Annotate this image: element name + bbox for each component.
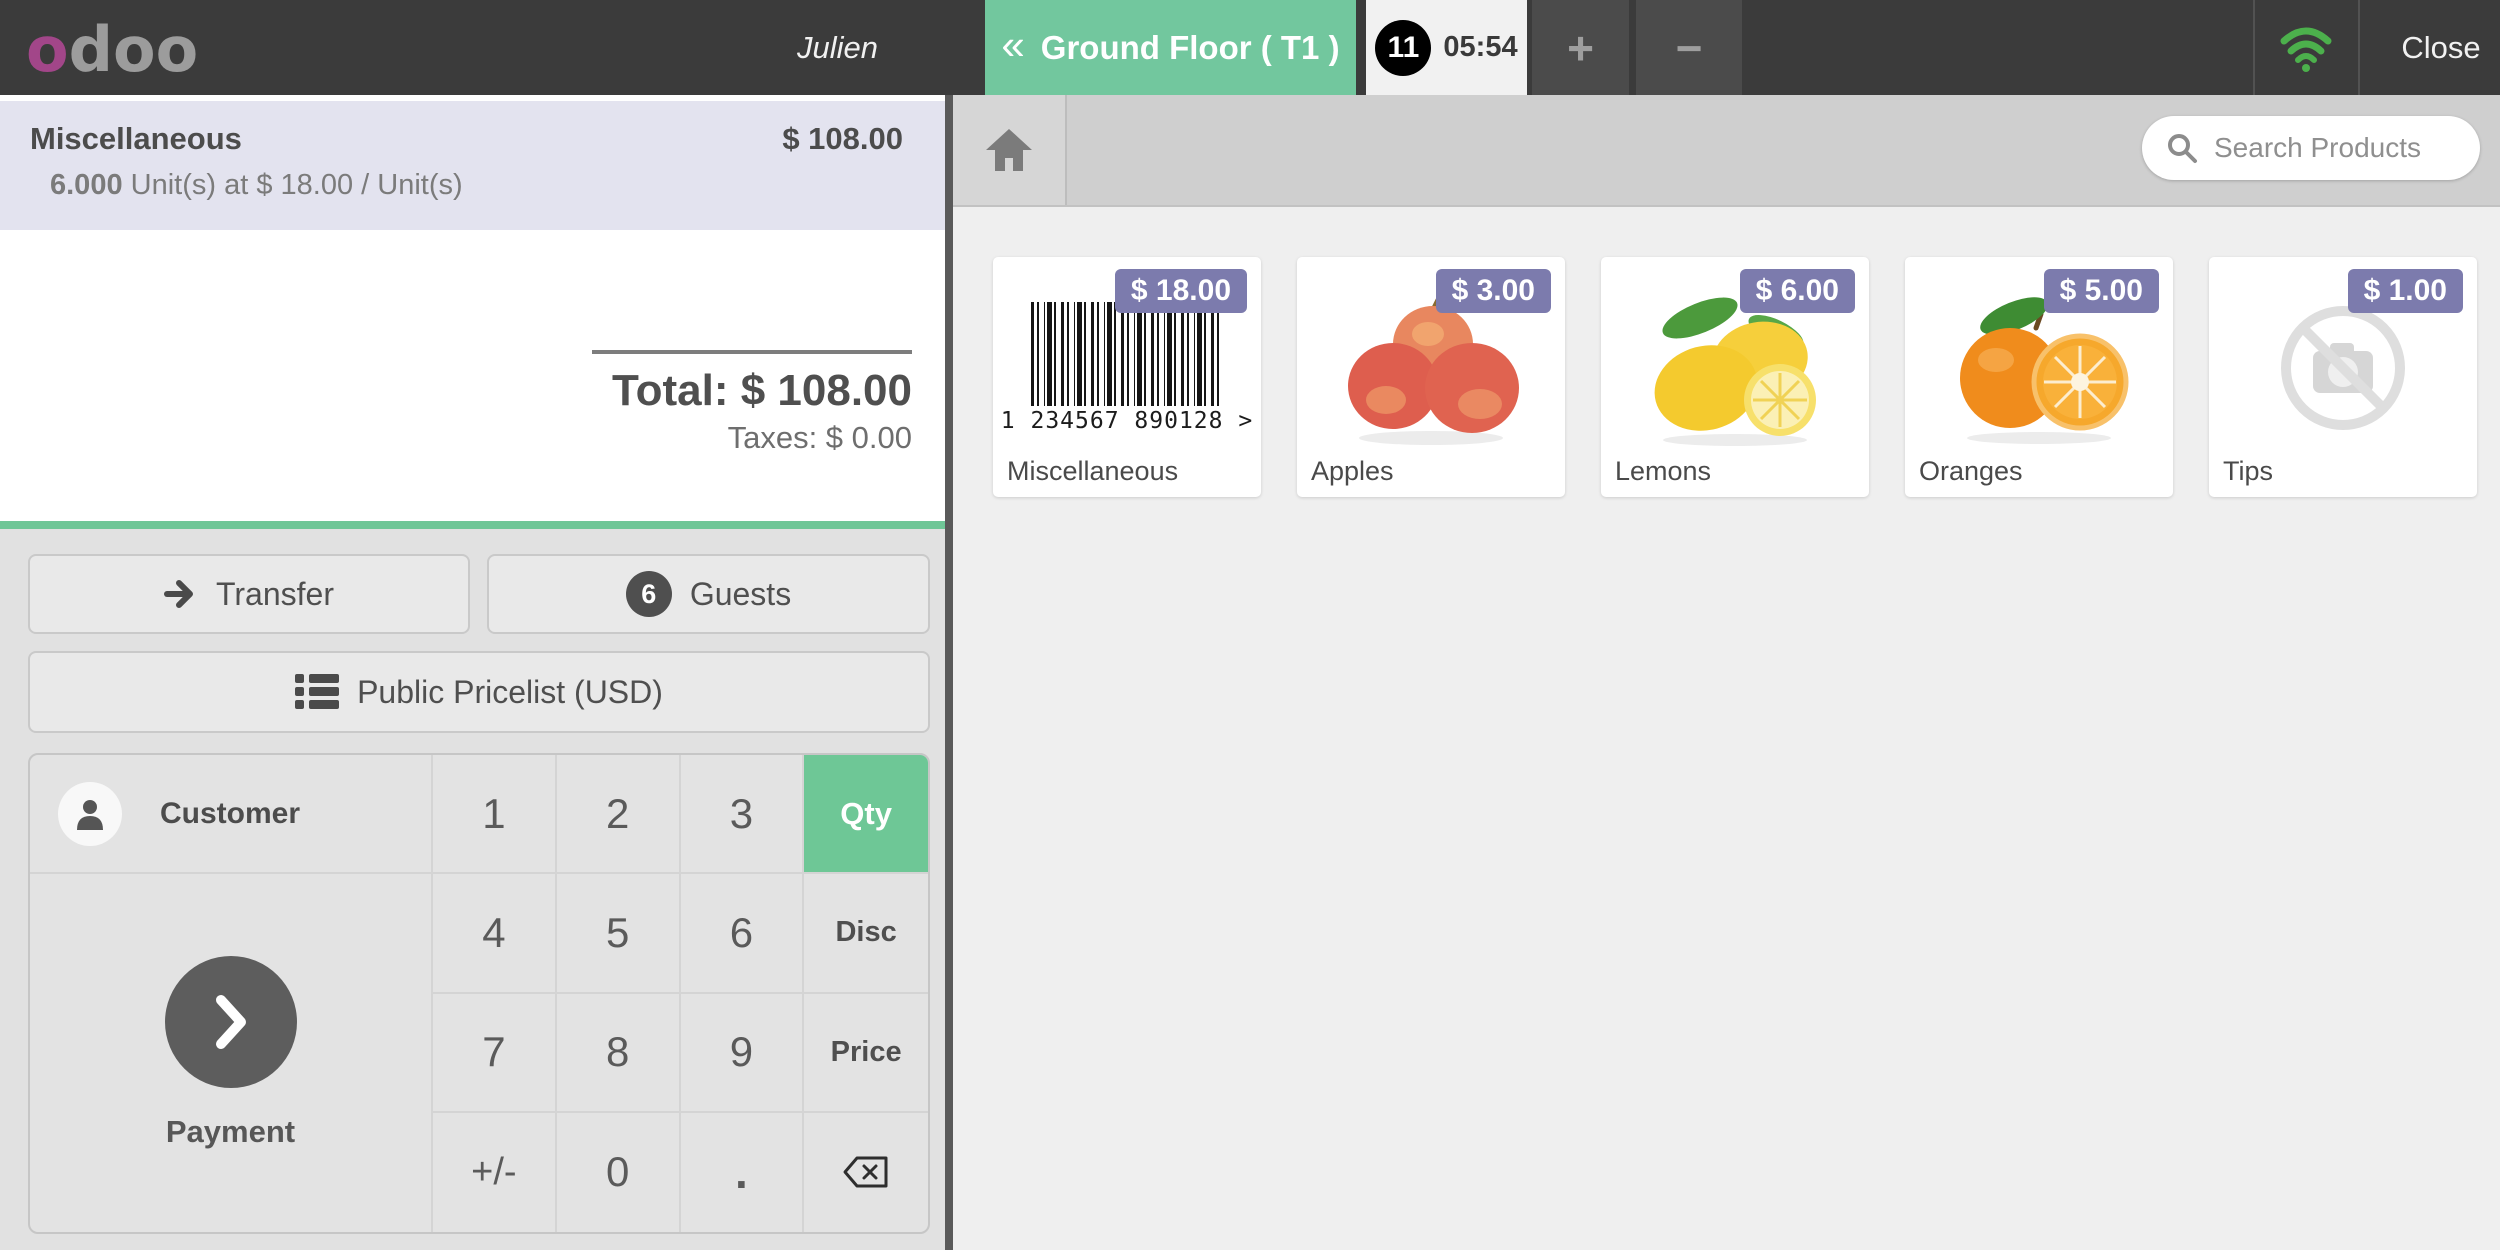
home-icon: [986, 129, 1032, 171]
transfer-arrow-icon: [164, 580, 194, 608]
payment-circle: [164, 956, 297, 1089]
person-icon: [77, 799, 103, 830]
order-line-detail: 6.000 Unit(s) at $ 18.00 / Unit(s): [50, 169, 463, 201]
numpad-mode-qty[interactable]: Qty: [804, 755, 928, 875]
lemons-image: [1601, 283, 1869, 453]
numpad-key-decimal[interactable]: .: [681, 1112, 805, 1232]
order-tab[interactable]: 11 05:54: [1366, 0, 1527, 95]
order-line-miscellaneous[interactable]: Miscellaneous $ 108.00 6.000 Unit(s) at …: [0, 101, 945, 230]
order-line-price: $ 108.00: [782, 121, 903, 156]
numpad-key-5[interactable]: 5: [556, 874, 681, 994]
floor-tab-label: Ground Floor ( T1 ): [1040, 28, 1340, 66]
category-bar: [953, 95, 2500, 207]
customer-label: Customer: [160, 796, 301, 830]
chevron-right-icon: [215, 995, 246, 1050]
numpad-key-7[interactable]: 7: [433, 993, 557, 1113]
search-box[interactable]: [2142, 116, 2480, 180]
search-products-input[interactable]: [2212, 131, 2462, 165]
customer-avatar: [58, 781, 122, 846]
pricelist-list-icon: [295, 674, 340, 709]
cashier-name[interactable]: Julien: [797, 30, 878, 65]
numpad-key-4[interactable]: 4: [433, 874, 557, 994]
delete-order-button[interactable]: −: [1636, 0, 1742, 95]
pricelist-label: Public Pricelist (USD): [357, 673, 663, 710]
numpad-mode-price[interactable]: Price: [804, 994, 928, 1113]
numpad-key-plusminus[interactable]: +/-: [433, 1112, 557, 1232]
total-divider: [592, 350, 912, 354]
topbar-separator: [2253, 0, 2255, 95]
camera-slash-icon: [2281, 306, 2405, 430]
numpad-key-0[interactable]: 0: [557, 1112, 681, 1232]
price-badge: $ 5.00: [2043, 269, 2159, 313]
transfer-label: Transfer: [216, 575, 334, 612]
product-name: Apples: [1311, 456, 1394, 486]
order-line-name: Miscellaneous: [30, 121, 242, 156]
numpad-key-6[interactable]: 6: [680, 874, 805, 994]
topbar-separator: [2358, 0, 2360, 95]
home-category-button[interactable]: [953, 95, 1067, 205]
product-card-apples[interactable]: $ 3.00 Apples: [1297, 257, 1565, 497]
customer-button[interactable]: Customer: [30, 755, 433, 875]
barcode-image: 1 234567 890128 >: [993, 283, 1261, 453]
apples-image: [1297, 283, 1565, 453]
oranges-image: [1905, 283, 2173, 453]
guests-label: Guests: [689, 575, 792, 612]
order-total: Total: $ 108.00: [612, 366, 912, 415]
guests-count-badge: 6: [625, 571, 672, 617]
top-bar: odoo Julien « Ground Floor ( T1 ) 11 05:…: [0, 0, 2500, 95]
order-line-qty: 6.000: [50, 169, 123, 201]
transfer-button[interactable]: Transfer: [28, 554, 470, 634]
price-badge: $ 6.00: [1739, 269, 1855, 313]
backspace-icon: [843, 1156, 888, 1188]
back-chevrons-icon: «: [1001, 21, 1025, 68]
barcode-number: 1 234567 890128 >: [1000, 408, 1254, 434]
odoo-logo: odoo: [26, 0, 198, 95]
odoo-logo-first-letter: o: [26, 13, 69, 86]
price-badge: $ 3.00: [1435, 269, 1551, 313]
numpad-mode-disc[interactable]: Disc: [804, 874, 928, 994]
new-order-button[interactable]: +: [1532, 0, 1629, 95]
odoo-logo-rest: doo: [68, 13, 199, 86]
product-grid: $ 18.00 1 234567 890128 > Miscellaneous …: [953, 209, 2500, 1250]
search-icon: [2168, 134, 2197, 163]
order-panel: Miscellaneous $ 108.00 6.000 Unit(s) at …: [0, 95, 945, 1250]
floor-tab-ground-floor[interactable]: « Ground Floor ( T1 ): [985, 0, 1356, 95]
order-summary: Total: $ 108.00 Taxes: $ 0.00: [592, 350, 912, 456]
numpad-key-1[interactable]: 1: [433, 755, 557, 875]
numpad-key-9[interactable]: 9: [680, 993, 805, 1113]
numpad-key-3[interactable]: 3: [680, 755, 805, 875]
panel-accent-divider: [0, 521, 945, 529]
order-lines: Miscellaneous $ 108.00 6.000 Unit(s) at …: [0, 101, 945, 230]
payment-button[interactable]: Payment: [30, 874, 433, 1232]
order-time: 05:54: [1443, 31, 1518, 63]
order-controls: Transfer 6 Guests Public Pricelist (USD): [0, 529, 945, 1250]
products-panel: $ 18.00 1 234567 890128 > Miscellaneous …: [953, 95, 2500, 1250]
no-image-placeholder: [2209, 283, 2477, 453]
product-name: Lemons: [1615, 456, 1712, 486]
close-button[interactable]: Close: [2401, 30, 2481, 65]
product-card-miscellaneous[interactable]: $ 18.00 1 234567 890128 > Miscellaneous: [993, 257, 1261, 497]
numpad-key-2[interactable]: 2: [556, 755, 681, 875]
product-card-oranges[interactable]: $ 5.00: [1905, 257, 2173, 497]
barcode-bars: [1031, 302, 1223, 406]
order-panel-scrollbar[interactable]: [945, 95, 953, 1250]
product-name: Miscellaneous: [1007, 456, 1179, 486]
numpad-key-backspace[interactable]: [804, 1113, 928, 1232]
wifi-status-icon[interactable]: [2280, 24, 2332, 72]
price-badge: $ 18.00: [1114, 269, 1247, 313]
payment-label: Payment: [165, 1114, 296, 1150]
order-taxes: Taxes: $ 0.00: [727, 420, 912, 455]
product-name: Tips: [2223, 456, 2274, 486]
price-badge: $ 1.00: [2347, 269, 2463, 313]
numpad: Customer Payment 1 2 3 Qty 4 5 6: [28, 753, 930, 1234]
product-card-lemons[interactable]: $ 6.00: [1601, 257, 1869, 497]
product-card-tips[interactable]: $ 1.00 Tips: [2209, 257, 2477, 497]
product-name: Oranges: [1919, 456, 2023, 486]
guests-button[interactable]: 6 Guests: [487, 554, 930, 634]
numpad-key-8[interactable]: 8: [556, 993, 681, 1113]
order-count-badge: 11: [1375, 19, 1432, 76]
pricelist-button[interactable]: Public Pricelist (USD): [28, 651, 930, 733]
